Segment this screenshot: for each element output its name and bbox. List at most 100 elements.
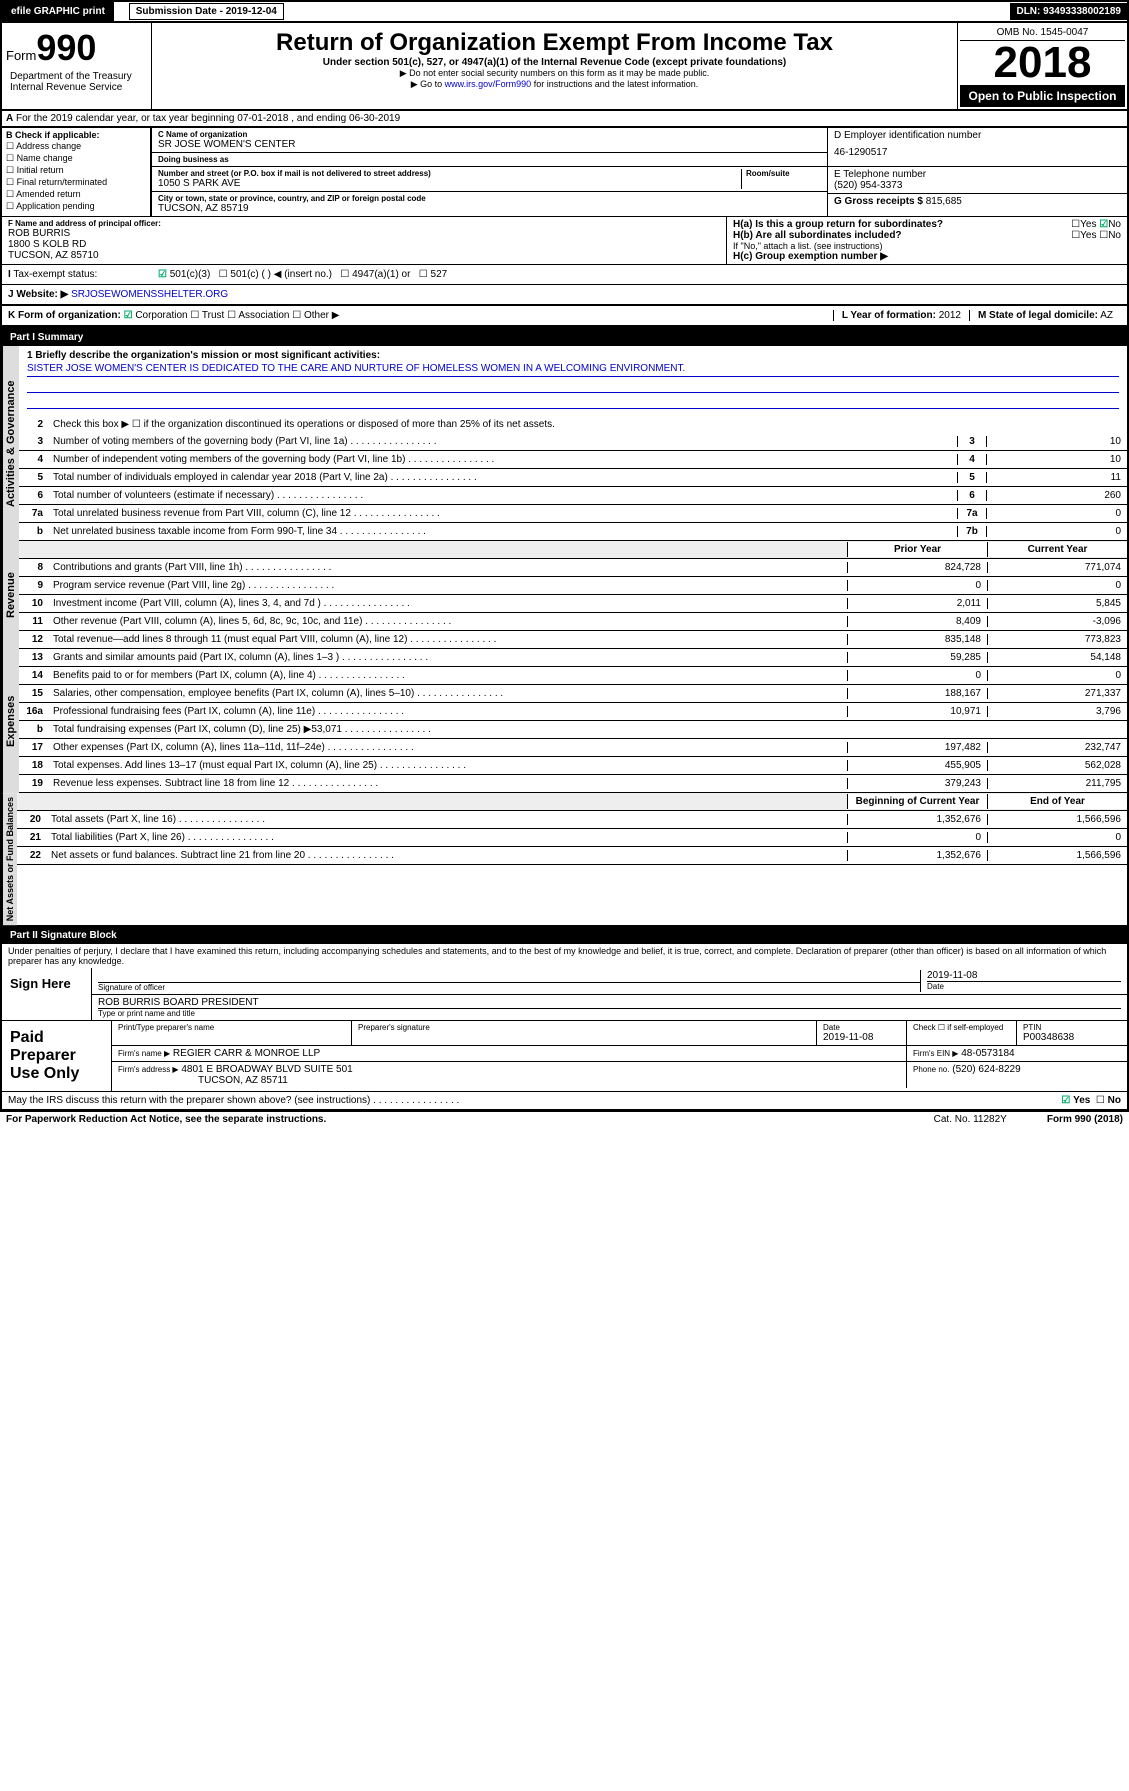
hb-note: If "No," attach a list. (see instruction…: [733, 241, 1121, 251]
org-name-label: C Name of organization: [158, 130, 821, 139]
officer-name-title: ROB BURRIS BOARD PRESIDENT: [98, 997, 1121, 1008]
check-self-employed[interactable]: Check ☐ if self-employed: [907, 1021, 1017, 1045]
ein: 46-1290517: [834, 141, 1121, 164]
officer-label: F Name and address of principal officer:: [8, 219, 720, 228]
line-3: 3Number of voting members of the governi…: [19, 433, 1127, 451]
line-15: 15Salaries, other compensation, employee…: [19, 685, 1127, 703]
form-header: Form990 Department of the Treasury Inter…: [0, 23, 1129, 111]
phone-label: E Telephone number: [834, 169, 1121, 180]
part-1: Part I Summary Activities & Governance 1…: [0, 327, 1129, 927]
row-k: K Form of organization: ☑ Corporation ☐ …: [0, 306, 1129, 327]
firm-city: TUCSON, AZ 85711: [198, 1075, 288, 1086]
perjury-text: Under penalties of perjury, I declare th…: [2, 944, 1127, 968]
hc: H(c) Group exemption number ▶: [733, 251, 1121, 262]
line-b: bTotal fundraising expenses (Part IX, co…: [19, 721, 1127, 739]
firm-name: REGIER CARR & MONROE LLP: [173, 1048, 320, 1059]
gross-label: G Gross receipts $: [834, 196, 923, 207]
open-public: Open to Public Inspection: [960, 85, 1125, 107]
chk-pending[interactable]: ☐ Application pending: [6, 201, 146, 212]
note-goto: ▶ Go to www.irs.gov/Form990 for instruct…: [158, 79, 951, 90]
line-16a: 16aProfessional fundraising fees (Part I…: [19, 703, 1127, 721]
room-label: Room/suite: [746, 169, 821, 178]
col-begin: Beginning of Current Year: [847, 794, 987, 809]
vert-rev: Revenue: [2, 541, 19, 649]
part1-header: Part I Summary: [2, 329, 1127, 346]
hb: H(b) Are all subordinates included? ☐Yes…: [733, 230, 1121, 241]
line-22: 22Net assets or fund balances. Subtract …: [17, 847, 1127, 865]
vert-net: Net Assets or Fund Balances: [2, 793, 17, 925]
chk-amended[interactable]: ☐ Amended return: [6, 189, 146, 200]
vert-gov: Activities & Governance: [2, 346, 19, 541]
line-b: bNet unrelated business taxable income f…: [19, 523, 1127, 541]
mission-text: SISTER JOSE WOMEN'S CENTER IS DEDICATED …: [27, 363, 1119, 377]
line-19: 19Revenue less expenses. Subtract line 1…: [19, 775, 1127, 793]
row-j: J Website: ▶ SRJOSEWOMENSSHELTER.ORG: [0, 285, 1129, 306]
website-link[interactable]: SRJOSEWOMENSSHELTER.ORG: [71, 289, 228, 300]
dba-label: Doing business as: [158, 155, 821, 164]
ein-label: D Employer identification number: [834, 130, 1121, 141]
line-21: 21Total liabilities (Part X, line 26)00: [17, 829, 1127, 847]
prep-sig-label: Preparer's signature: [358, 1023, 810, 1032]
prep-name-label: Print/Type preparer's name: [118, 1023, 345, 1032]
org-name: SR JOSE WOMEN'S CENTER: [158, 139, 821, 150]
submission-date: Submission Date - 2019-12-04: [129, 3, 284, 20]
line-11: 11Other revenue (Part VIII, column (A), …: [19, 613, 1127, 631]
line-1: 1 Briefly describe the organization's mi…: [19, 346, 1127, 415]
line-17: 17Other expenses (Part IX, column (A), l…: [19, 739, 1127, 757]
irs-link[interactable]: www.irs.gov/Form990: [445, 79, 532, 89]
col-prior: Prior Year: [847, 542, 987, 557]
form-number: Form990: [6, 27, 147, 69]
officer-addr1: 1800 S KOLB RD: [8, 239, 720, 250]
dln: DLN: 93493338002189: [1010, 3, 1127, 20]
ptin: P00348638: [1023, 1032, 1121, 1043]
efile-btn[interactable]: efile GRAPHIC print: [2, 2, 114, 21]
discuss-row: May the IRS discuss this return with the…: [2, 1091, 1127, 1109]
date-label: Date: [927, 981, 1121, 991]
name-title-label: Type or print name and title: [98, 1008, 1121, 1018]
paid-preparer-label: Paid Preparer Use Only: [2, 1021, 112, 1091]
line-20: 20Total assets (Part X, line 16)1,352,67…: [17, 811, 1127, 829]
prep-date: 2019-11-08: [823, 1032, 900, 1043]
col-end: End of Year: [987, 794, 1127, 809]
top-bar: efile GRAPHIC print Submission Date - 20…: [0, 0, 1129, 23]
section-a: A For the 2019 calendar year, or tax yea…: [0, 111, 1129, 128]
officer-name: ROB BURRIS: [8, 228, 720, 239]
line-5: 5Total number of individuals employed in…: [19, 469, 1127, 487]
city-label: City or town, state or province, country…: [158, 194, 821, 203]
form-subtitle: Under section 501(c), 527, or 4947(a)(1)…: [158, 57, 951, 68]
chk-final[interactable]: ☐ Final return/terminated: [6, 177, 146, 188]
sub-date-label: [114, 6, 129, 17]
chk-address[interactable]: ☐ Address change: [6, 141, 146, 152]
chk-501c3[interactable]: ☑: [158, 269, 167, 280]
page-footer: For Paperwork Reduction Act Notice, see …: [0, 1111, 1129, 1127]
sig-date: 2019-11-08: [927, 970, 1121, 981]
row-f-h: F Name and address of principal officer:…: [0, 217, 1129, 265]
gross-receipts: 815,685: [926, 196, 962, 207]
line-6: 6Total number of volunteers (estimate if…: [19, 487, 1127, 505]
main-info-block: B Check if applicable: ☐ Address change …: [0, 128, 1129, 217]
line-8: 8Contributions and grants (Part VIII, li…: [19, 559, 1127, 577]
street-address: 1050 S PARK AVE: [158, 178, 741, 189]
col-b-checkboxes: B Check if applicable: ☐ Address change …: [2, 128, 152, 216]
dept-treasury: Department of the Treasury Internal Reve…: [6, 69, 147, 95]
line-9: 9Program service revenue (Part VIII, lin…: [19, 577, 1127, 595]
line-4: 4Number of independent voting members of…: [19, 451, 1127, 469]
line-7a: 7aTotal unrelated business revenue from …: [19, 505, 1127, 523]
sig-officer-label: Signature of officer: [98, 982, 920, 992]
line-10: 10Investment income (Part VIII, column (…: [19, 595, 1127, 613]
line-12: 12Total revenue—add lines 8 through 11 (…: [19, 631, 1127, 649]
city-state-zip: TUCSON, AZ 85719: [158, 203, 821, 214]
firm-ein: 48-0573184: [961, 1048, 1014, 1059]
part-2: Part II Signature Block Under penalties …: [0, 927, 1129, 1111]
chk-name[interactable]: ☐ Name change: [6, 153, 146, 164]
chk-initial[interactable]: ☐ Initial return: [6, 165, 146, 176]
note-ssn: ▶ Do not enter social security numbers o…: [158, 68, 951, 79]
firm-addr: 4801 E BROADWAY BLVD SUITE 501: [181, 1064, 352, 1075]
line-18: 18Total expenses. Add lines 13–17 (must …: [19, 757, 1127, 775]
firm-phone: (520) 624-8229: [952, 1064, 1020, 1075]
part2-header: Part II Signature Block: [2, 927, 1127, 944]
ha: H(a) Is this a group return for subordin…: [733, 219, 1121, 230]
phone: (520) 954-3373: [834, 180, 1121, 191]
officer-addr2: TUCSON, AZ 85710: [8, 250, 720, 261]
line-14: 14Benefits paid to or for members (Part …: [19, 667, 1127, 685]
